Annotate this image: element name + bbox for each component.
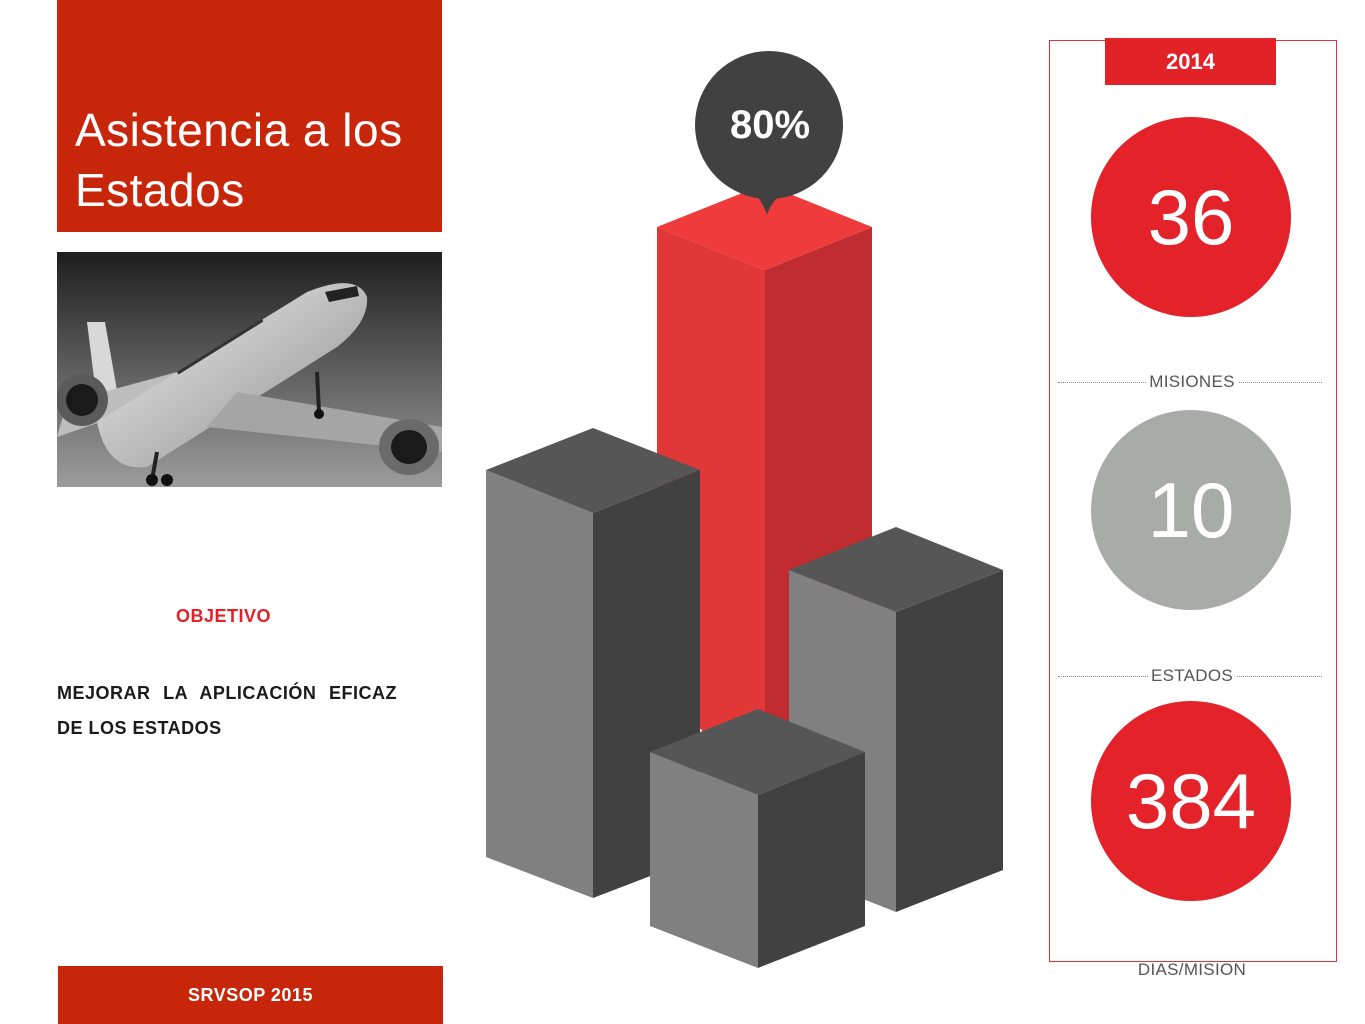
footer-banner: SRVSOP 2015 bbox=[58, 966, 443, 1024]
airplane-icon bbox=[57, 252, 442, 487]
days-per-mission-label: DIAS/MISION bbox=[1137, 960, 1247, 979]
missions-value: 36 bbox=[1091, 117, 1291, 317]
objective-label: OBJETIVO bbox=[175, 606, 272, 626]
bar-front bbox=[650, 709, 865, 968]
percent-label: 80% bbox=[729, 103, 811, 147]
states-label: ESTADOS bbox=[1057, 666, 1327, 686]
bar-left bbox=[486, 428, 700, 898]
title-banner bbox=[57, 0, 442, 232]
percent-bubble bbox=[695, 51, 843, 215]
page-title: Asistencia a los Estados bbox=[75, 104, 403, 216]
objective-text: MEJORAR LA APLICACIÓN EFICAZ DE LOS ESTA… bbox=[57, 683, 397, 738]
days-per-mission-value: 384 bbox=[1091, 701, 1291, 901]
states-label-text: ESTADOS bbox=[1147, 666, 1237, 685]
year-badge: 2014 bbox=[1105, 38, 1276, 85]
missions-label: MISIONES bbox=[1057, 372, 1327, 392]
bar-chart bbox=[486, 51, 1003, 968]
missions-label-text: MISIONES bbox=[1146, 372, 1238, 391]
airplane-photo bbox=[57, 252, 442, 487]
states-value: 10 bbox=[1091, 410, 1291, 610]
